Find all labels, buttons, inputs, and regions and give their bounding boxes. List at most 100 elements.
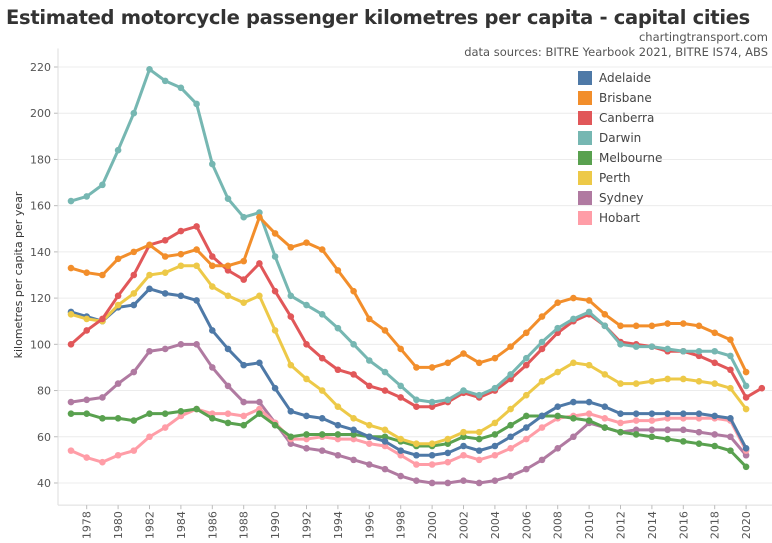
data-point[interactable] bbox=[146, 271, 153, 279]
data-point[interactable] bbox=[350, 435, 357, 443]
data-point[interactable] bbox=[177, 341, 185, 348]
data-point[interactable] bbox=[256, 398, 263, 406]
data-point[interactable] bbox=[727, 433, 734, 441]
data-point[interactable] bbox=[632, 343, 640, 350]
data-point[interactable] bbox=[570, 294, 577, 302]
data-point[interactable] bbox=[507, 472, 514, 480]
data-point[interactable] bbox=[554, 368, 561, 376]
data-point[interactable] bbox=[334, 431, 342, 438]
data-point[interactable] bbox=[99, 315, 106, 323]
data-point[interactable] bbox=[664, 375, 671, 383]
data-point[interactable] bbox=[428, 398, 436, 406]
data-point[interactable] bbox=[350, 456, 357, 464]
legend-item-perth[interactable]: Perth bbox=[578, 168, 662, 188]
data-point[interactable] bbox=[303, 435, 310, 443]
data-point[interactable] bbox=[240, 213, 247, 221]
data-point[interactable] bbox=[523, 354, 530, 362]
data-point[interactable] bbox=[475, 479, 483, 487]
data-point[interactable] bbox=[177, 262, 185, 270]
data-point[interactable] bbox=[318, 387, 326, 394]
data-point[interactable] bbox=[742, 451, 750, 459]
data-point[interactable] bbox=[287, 408, 295, 415]
data-point[interactable] bbox=[538, 456, 546, 464]
data-point[interactable] bbox=[209, 262, 216, 270]
data-point[interactable] bbox=[350, 371, 357, 378]
data-point[interactable] bbox=[256, 410, 263, 417]
data-point[interactable] bbox=[209, 283, 216, 290]
data-point[interactable] bbox=[695, 377, 703, 385]
data-point[interactable] bbox=[727, 352, 734, 360]
data-point[interactable] bbox=[130, 248, 138, 256]
data-point[interactable] bbox=[381, 368, 389, 376]
data-point[interactable] bbox=[303, 301, 310, 309]
data-point[interactable] bbox=[318, 354, 326, 362]
data-point[interactable] bbox=[727, 414, 734, 422]
data-point[interactable] bbox=[460, 350, 467, 357]
data-point[interactable] bbox=[366, 382, 373, 390]
data-point[interactable] bbox=[648, 410, 656, 417]
data-point[interactable] bbox=[680, 410, 687, 417]
data-point[interactable] bbox=[475, 359, 483, 367]
data-point[interactable] bbox=[727, 336, 734, 343]
data-point[interactable] bbox=[711, 431, 718, 438]
data-point[interactable] bbox=[177, 227, 185, 235]
data-point[interactable] bbox=[475, 447, 483, 454]
data-point[interactable] bbox=[664, 426, 671, 434]
data-point[interactable] bbox=[680, 320, 687, 327]
data-point[interactable] bbox=[130, 271, 138, 279]
data-point[interactable] bbox=[617, 419, 624, 427]
data-point[interactable] bbox=[538, 424, 546, 431]
data-point[interactable] bbox=[130, 290, 138, 297]
data-point[interactable] bbox=[240, 412, 247, 420]
legend-item-hobart[interactable]: Hobart bbox=[578, 208, 662, 228]
data-point[interactable] bbox=[146, 66, 153, 73]
legend-item-canberra[interactable]: Canberra bbox=[578, 108, 662, 128]
data-point[interactable] bbox=[585, 308, 593, 316]
data-point[interactable] bbox=[193, 341, 200, 348]
data-point[interactable] bbox=[695, 428, 703, 436]
data-point[interactable] bbox=[648, 343, 656, 350]
data-point[interactable] bbox=[413, 477, 420, 484]
data-point[interactable] bbox=[67, 197, 75, 205]
data-point[interactable] bbox=[271, 327, 279, 334]
data-point[interactable] bbox=[523, 424, 530, 431]
data-point[interactable] bbox=[366, 421, 373, 429]
data-point[interactable] bbox=[256, 292, 263, 300]
data-point[interactable] bbox=[695, 322, 703, 330]
data-point[interactable] bbox=[114, 301, 122, 309]
data-point[interactable] bbox=[146, 241, 153, 249]
data-point[interactable] bbox=[711, 329, 718, 337]
data-point[interactable] bbox=[209, 253, 216, 260]
data-point[interactable] bbox=[727, 366, 734, 374]
data-point[interactable] bbox=[334, 267, 342, 274]
data-point[interactable] bbox=[491, 419, 499, 427]
data-point[interactable] bbox=[99, 271, 106, 279]
data-point[interactable] bbox=[209, 327, 216, 334]
data-point[interactable] bbox=[256, 359, 263, 367]
data-point[interactable] bbox=[648, 433, 656, 441]
data-point[interactable] bbox=[146, 347, 153, 355]
data-point[interactable] bbox=[287, 292, 295, 300]
data-point[interactable] bbox=[240, 299, 247, 307]
data-point[interactable] bbox=[350, 287, 357, 295]
data-point[interactable] bbox=[240, 398, 247, 406]
data-point[interactable] bbox=[444, 449, 452, 457]
data-point[interactable] bbox=[444, 440, 452, 447]
data-point[interactable] bbox=[507, 405, 514, 413]
legend-item-darwin[interactable]: Darwin bbox=[578, 128, 662, 148]
data-point[interactable] bbox=[146, 410, 153, 417]
data-point[interactable] bbox=[83, 315, 90, 323]
data-point[interactable] bbox=[318, 414, 326, 422]
data-point[interactable] bbox=[67, 264, 75, 272]
data-point[interactable] bbox=[538, 412, 546, 420]
legend-item-brisbane[interactable]: Brisbane bbox=[578, 88, 662, 108]
data-point[interactable] bbox=[350, 426, 357, 434]
data-point[interactable] bbox=[523, 391, 530, 399]
data-point[interactable] bbox=[742, 368, 750, 376]
data-point[interactable] bbox=[193, 100, 200, 108]
data-point[interactable] bbox=[83, 410, 90, 417]
data-point[interactable] bbox=[554, 445, 561, 452]
data-point[interactable] bbox=[695, 347, 703, 355]
data-point[interactable] bbox=[444, 359, 452, 367]
data-point[interactable] bbox=[742, 445, 750, 452]
